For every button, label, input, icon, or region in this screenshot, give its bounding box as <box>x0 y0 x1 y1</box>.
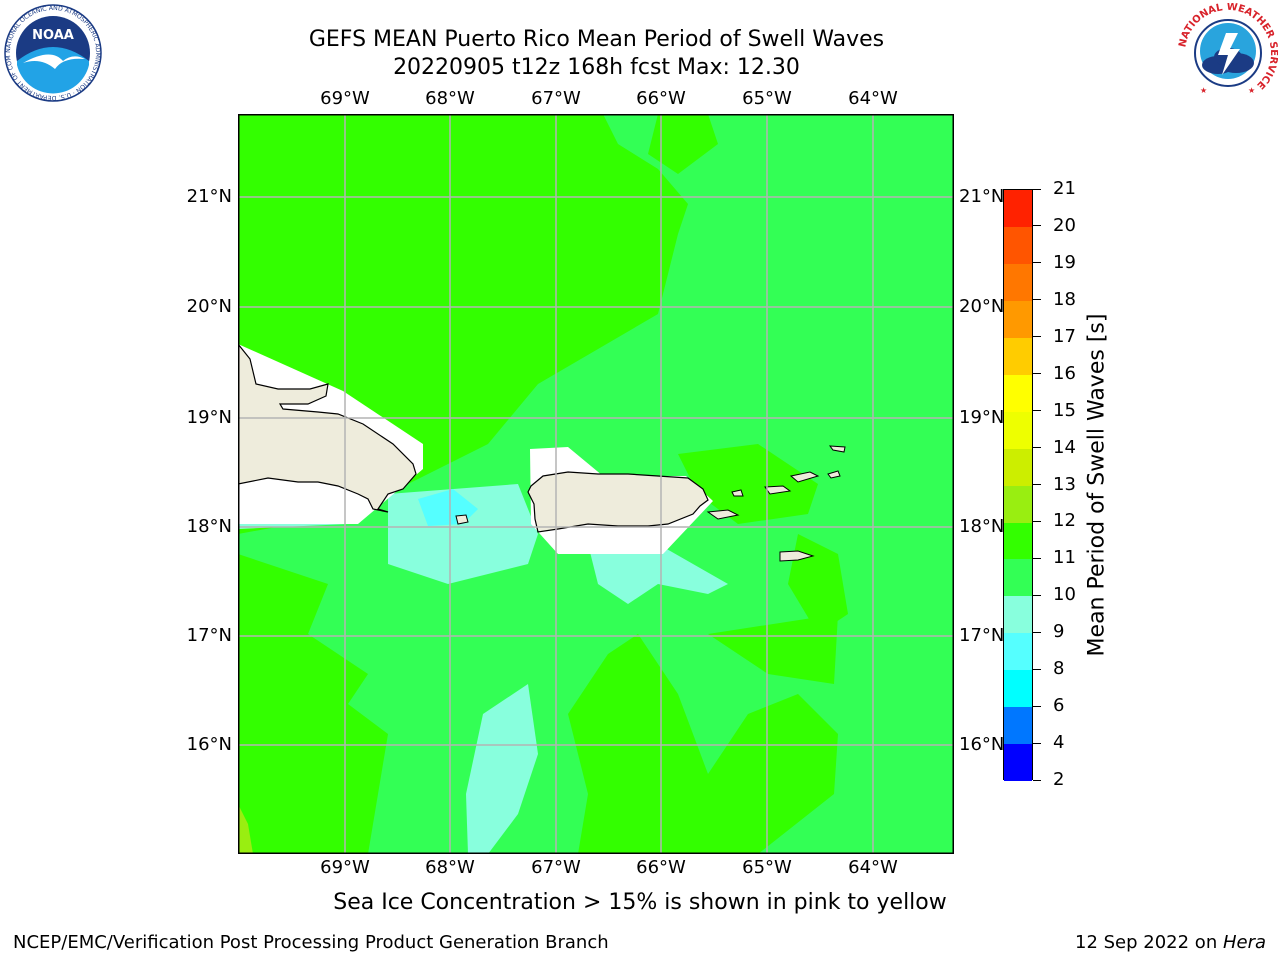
colorbar-cell <box>1004 411 1032 449</box>
colorbar-cell <box>1004 448 1032 486</box>
colorbar-tick-label: 15 <box>1053 399 1076 421</box>
colorbar-cell <box>1004 337 1032 375</box>
chart-subtitle: 20220905 t12z 168h fcst Max: 12.30 <box>393 55 800 80</box>
sea-ice-note: Sea Ice Concentration > 15% is shown in … <box>333 890 947 915</box>
lat-label-right: 16°N <box>959 735 1003 755</box>
colorbar-cell <box>1004 744 1032 782</box>
colorbar-tick-mark <box>1033 299 1041 301</box>
lon-label-bottom: 64°W <box>848 857 898 878</box>
colorbar-cell <box>1004 226 1032 264</box>
lat-label-right: 19°N <box>959 408 1003 428</box>
colorbar-tick-mark <box>1033 410 1041 412</box>
lon-label-top: 68°W <box>425 88 475 109</box>
colorbar-tick-label: 8 <box>1053 658 1065 680</box>
lat-label-right: 18°N <box>959 517 1003 537</box>
colorbar-tick-mark <box>1033 188 1041 190</box>
colorbar-tick-mark <box>1033 705 1041 707</box>
colorbar-tick-mark <box>1033 373 1041 375</box>
lat-label-right: 20°N <box>959 297 1003 317</box>
colorbar-tick-mark <box>1033 520 1041 522</box>
footer-date-text: 12 Sep 2022 on <box>1075 932 1223 953</box>
colorbar-cell <box>1004 707 1032 745</box>
colorbar-tick-mark <box>1033 779 1041 781</box>
colorbar-cell <box>1004 670 1032 708</box>
lon-label-bottom: 67°W <box>531 857 581 878</box>
footer-branch: NCEP/EMC/Verification Post Processing Pr… <box>13 932 609 953</box>
lat-label-left: 21°N <box>186 186 232 207</box>
colorbar-tick-label: 9 <box>1053 621 1065 643</box>
lat-label-left: 17°N <box>186 625 232 646</box>
colorbar-tick-label: 4 <box>1053 732 1065 754</box>
colorbar-tick-mark <box>1033 262 1041 264</box>
colorbar-tick-label: 16 <box>1053 362 1076 384</box>
colorbar-tick-label: 10 <box>1053 584 1076 606</box>
lat-label-right: 17°N <box>959 626 1003 646</box>
swell-period-map <box>238 114 954 854</box>
colorbar-cell <box>1004 190 1032 227</box>
lon-label-top: 65°W <box>742 88 792 109</box>
colorbar-tick-label: 13 <box>1053 473 1076 495</box>
lat-label-left: 20°N <box>186 296 232 317</box>
colorbar-cell <box>1004 485 1032 523</box>
colorbar-tick-label: 18 <box>1053 288 1076 310</box>
colorbar-tick-mark <box>1033 668 1041 670</box>
colorbar-cell <box>1004 300 1032 338</box>
colorbar-label: Mean Period of Swell Waves [s] <box>1084 313 1110 657</box>
svg-text:★: ★ <box>1200 86 1207 95</box>
colorbar-tick-label: 20 <box>1053 214 1076 236</box>
lon-label-bottom: 66°W <box>636 857 686 878</box>
colorbar-cell <box>1004 559 1032 597</box>
colorbar-cell <box>1004 633 1032 671</box>
footer-system: Hera <box>1222 932 1266 953</box>
lon-label-top: 64°W <box>848 88 898 109</box>
chart-title: GEFS MEAN Puerto Rico Mean Period of Swe… <box>308 27 885 52</box>
lat-label-left: 19°N <box>186 407 232 428</box>
colorbar-cell <box>1004 596 1032 634</box>
lon-label-top: 69°W <box>320 88 370 109</box>
lat-label-right: 21°N <box>959 187 1003 207</box>
colorbar-cell <box>1004 374 1032 412</box>
lon-label-bottom: 65°W <box>742 857 792 878</box>
nws-logo-icon: NATIONAL WEATHER SERVICE ★ ★ <box>1178 3 1278 101</box>
lon-label-bottom: 68°W <box>425 857 475 878</box>
colorbar-tick-label: 21 <box>1053 178 1076 199</box>
colorbar-tick-label: 2 <box>1053 769 1065 790</box>
lon-label-bottom: 69°W <box>320 857 370 878</box>
svg-text:★: ★ <box>1248 86 1255 95</box>
footer-date: 12 Sep 2022 on Hera <box>1075 932 1266 953</box>
colorbar-tick-mark <box>1033 594 1041 596</box>
colorbar-tick-label: 12 <box>1053 510 1076 532</box>
noaa-logo-icon: NATIONAL OCEANIC AND ATMOSPHERIC ADMINIS… <box>3 3 102 102</box>
colorbar-tick-label: 19 <box>1053 251 1076 273</box>
colorbar-tick-label: 14 <box>1053 436 1076 458</box>
colorbar-tick-label: 11 <box>1053 547 1076 569</box>
lon-label-top: 66°W <box>636 88 686 109</box>
lat-label-left: 18°N <box>186 516 232 537</box>
colorbar-tick-mark <box>1033 336 1041 338</box>
lat-label-left: 16°N <box>186 734 232 755</box>
colorbar-tick-mark <box>1033 557 1041 559</box>
colorbar-cell <box>1004 263 1032 301</box>
colorbar <box>1003 189 1033 782</box>
colorbar-tick-mark <box>1033 631 1041 633</box>
colorbar-tick-mark <box>1033 225 1041 227</box>
colorbar-tick-mark <box>1033 484 1041 485</box>
colorbar-cell <box>1004 522 1032 560</box>
colorbar-tick-label: 17 <box>1053 325 1076 347</box>
noaa-logo-text: NOAA <box>32 28 74 43</box>
colorbar-tick-mark <box>1033 447 1041 449</box>
colorbar-tick-label: 6 <box>1053 695 1065 717</box>
lon-label-top: 67°W <box>531 88 581 109</box>
colorbar-tick-mark <box>1033 742 1041 744</box>
